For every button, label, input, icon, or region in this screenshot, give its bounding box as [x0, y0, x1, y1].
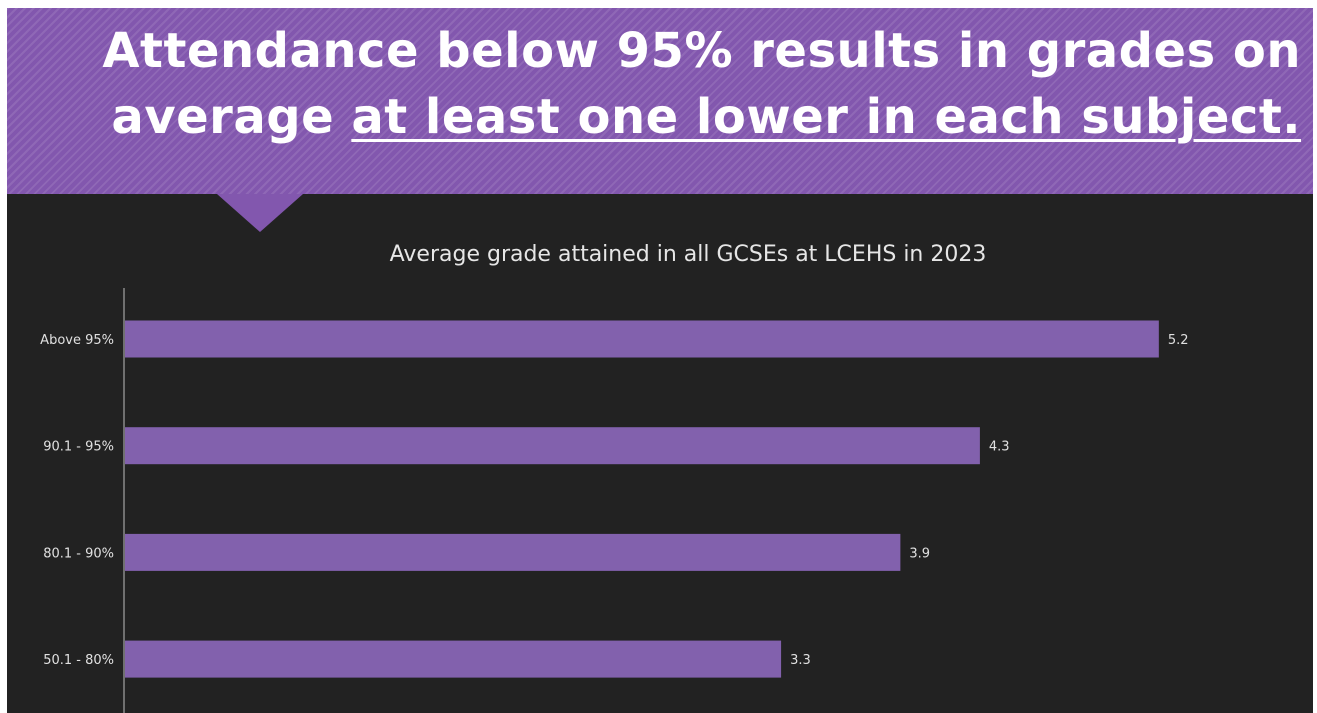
headline-line-1: Attendance below 95% results in grades o…: [102, 23, 1301, 79]
category-label-2: 80.1 - 90%: [43, 546, 114, 561]
data-label-3: 3.3: [790, 653, 811, 668]
data-label-1: 4.3: [989, 440, 1010, 455]
headline-banner: [7, 8, 1313, 194]
headline-line-2-plain: average: [111, 89, 352, 145]
bar-2: [125, 533, 901, 571]
chart-title: Average grade attained in all GCSEs at L…: [389, 242, 987, 267]
headline: Attendance below 95% results in grades o…: [41, 18, 1301, 150]
bar-0: [125, 320, 1159, 358]
data-label-2: 3.9: [909, 546, 930, 561]
banner-pointer: [217, 194, 303, 232]
bar-chart-svg: Above 95% 5.2 90.1 - 95% 4.3 80.1 - 90% 3.9 50…: [40, 288, 1189, 713]
data-label-0: 5.2: [1168, 333, 1189, 348]
headline-line-2: average at least one lower in each subje…: [41, 84, 1301, 150]
category-label-0: Above 95%: [40, 333, 114, 348]
slide: Attendance below 95% results in grades o…: [7, 8, 1313, 713]
bar-1: [125, 427, 980, 465]
headline-line-2-underlined: at least one lower in each subject.: [351, 89, 1301, 145]
bar-3: [125, 640, 782, 678]
category-label-1: 90.1 - 95%: [43, 440, 114, 455]
category-label-3: 50.1 - 80%: [43, 653, 114, 668]
